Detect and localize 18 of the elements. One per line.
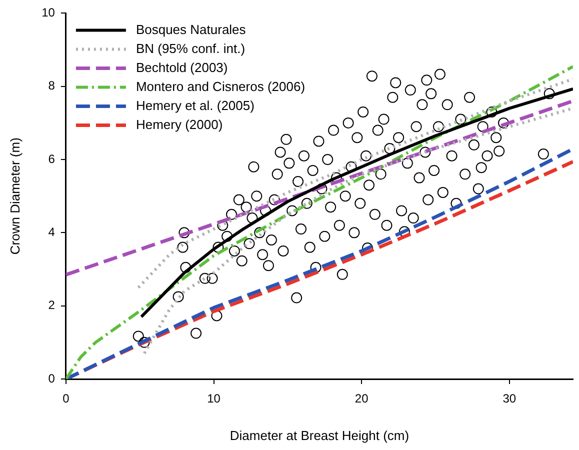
x-axis-title: Diameter at Breast Height (cm) (230, 428, 410, 443)
y-axis-title: Crown Diameter (m) (7, 138, 22, 255)
legend-label: Montero and Cisneros (2006) (136, 78, 306, 94)
x-tick-label: 0 (62, 392, 70, 406)
legend-label: Bechtold (2003) (136, 60, 228, 75)
y-tick-label: 10 (42, 6, 56, 20)
legend-label: Hemery et al. (2005) (136, 98, 254, 113)
legend-label: BN (95% conf. int.) (136, 40, 246, 56)
legend-label: Bosques Naturales (136, 22, 246, 37)
x-tick-label: 30 (502, 392, 516, 406)
y-tick-label: 4 (48, 224, 56, 239)
y-tick-label: 8 (48, 78, 56, 93)
y-tick-label: 0 (48, 371, 56, 386)
x-tick-label: 10 (207, 392, 221, 406)
y-tick-label: 2 (48, 298, 56, 312)
legend-label: Hemery (2000) (136, 116, 223, 132)
y-tick-label: 6 (48, 152, 56, 166)
x-tick-label: 20 (354, 392, 369, 406)
